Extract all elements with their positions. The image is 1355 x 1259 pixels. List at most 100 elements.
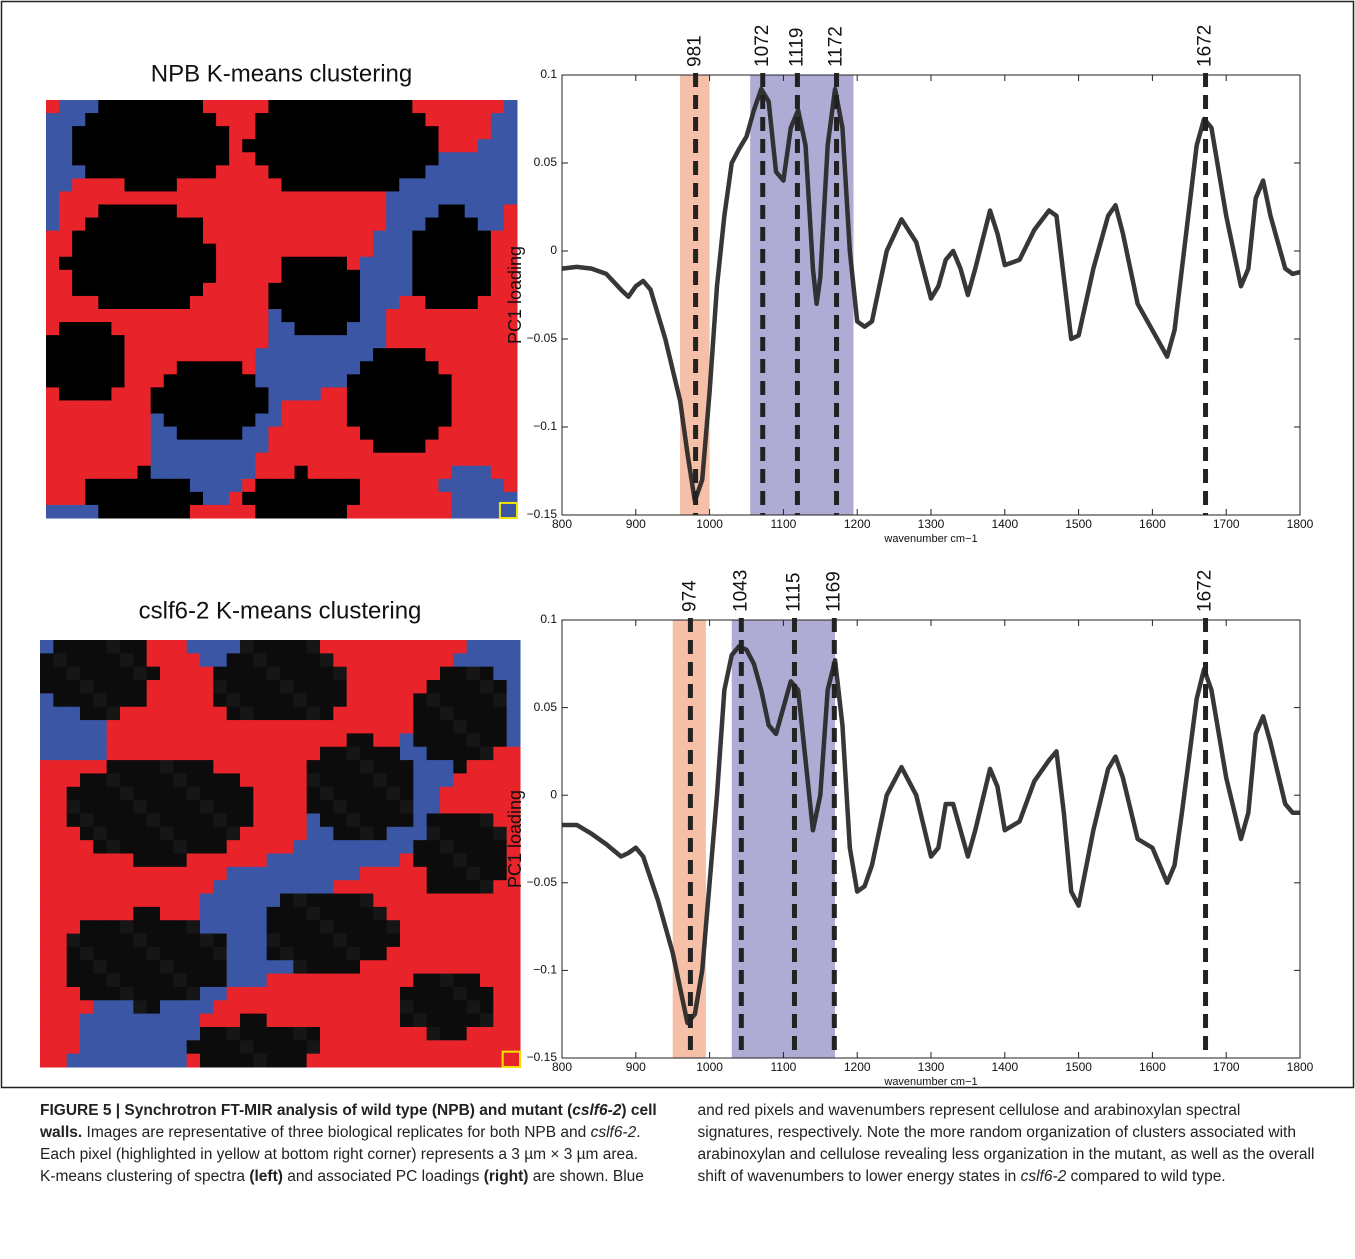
pixel — [281, 269, 296, 284]
pixel — [213, 746, 228, 761]
pixel — [213, 680, 228, 694]
pixel — [72, 400, 86, 414]
pixel — [93, 1053, 108, 1068]
pixel — [466, 840, 481, 854]
pixel — [346, 295, 361, 310]
pixel — [506, 960, 521, 975]
pixel — [333, 733, 348, 748]
pixel — [453, 960, 468, 975]
pixel — [451, 348, 466, 362]
pixel — [333, 800, 348, 814]
pixel — [281, 295, 296, 310]
pixel — [40, 653, 54, 668]
pixel — [46, 165, 60, 179]
pixel — [189, 322, 204, 336]
pixel — [373, 640, 388, 654]
pixel — [360, 426, 374, 441]
pixel — [189, 387, 204, 401]
pixel — [85, 282, 99, 297]
pixel — [413, 933, 428, 948]
pixel — [85, 452, 99, 467]
pixel — [111, 504, 125, 519]
pixel — [480, 1053, 494, 1068]
pixel — [137, 322, 152, 336]
pixel — [333, 322, 348, 336]
pixel — [150, 269, 165, 284]
pixel — [333, 653, 348, 668]
pixel — [66, 826, 81, 841]
pixel — [242, 113, 256, 127]
pixel — [426, 1040, 441, 1055]
pixel — [346, 387, 361, 401]
pixel — [216, 387, 230, 401]
pixel — [200, 693, 214, 708]
pixel — [490, 126, 505, 140]
pixel — [186, 693, 201, 708]
pixel — [451, 504, 466, 519]
pixel — [176, 413, 191, 428]
pixel — [46, 361, 60, 375]
pixel — [399, 230, 413, 245]
pixel — [412, 113, 426, 127]
pixel — [80, 653, 94, 668]
pixel — [425, 217, 439, 232]
pixel — [490, 335, 505, 349]
pixel — [425, 504, 439, 519]
pixel — [173, 800, 188, 814]
pixel — [425, 204, 439, 219]
pixel — [426, 933, 441, 948]
pixel — [266, 640, 281, 654]
pixel — [59, 400, 73, 414]
pixel — [85, 348, 99, 362]
pixel — [503, 439, 518, 454]
pixel — [146, 986, 161, 1001]
pixel — [93, 773, 108, 788]
pixel — [59, 465, 73, 480]
pixel — [98, 387, 112, 401]
pixel — [451, 256, 466, 271]
pixel — [203, 191, 217, 205]
pixel — [120, 1040, 134, 1055]
pixel — [229, 374, 243, 388]
pixel — [307, 361, 322, 375]
pixel — [72, 361, 86, 375]
pixel — [200, 906, 214, 921]
pixel — [503, 452, 518, 467]
pixel — [213, 760, 228, 774]
pixel — [176, 152, 191, 166]
pixel — [412, 504, 426, 519]
pixel — [386, 960, 401, 975]
pixel — [124, 282, 139, 297]
pixel — [477, 426, 492, 441]
peak-label: 1043 — [730, 570, 751, 612]
pixel — [216, 217, 230, 232]
pixel — [133, 773, 148, 788]
pixel — [40, 1040, 54, 1055]
pixel — [306, 1000, 321, 1015]
pixel — [46, 113, 60, 127]
pixel — [320, 139, 335, 153]
pixel — [255, 374, 269, 388]
pixel — [280, 920, 294, 935]
pixel — [386, 322, 400, 336]
pixel — [255, 426, 269, 441]
x-tick-label: 1500 — [1065, 517, 1092, 531]
pixel — [480, 946, 494, 961]
pixel — [189, 243, 204, 258]
pixel — [146, 893, 161, 908]
pixel — [240, 666, 254, 681]
pixel — [320, 1053, 334, 1068]
pixel — [333, 243, 348, 258]
pixel — [186, 1000, 201, 1015]
pixel — [106, 800, 121, 814]
pixel — [320, 866, 334, 881]
pixel — [333, 504, 348, 519]
pixel — [373, 452, 387, 467]
pixel — [200, 1013, 214, 1028]
pixel — [464, 413, 479, 428]
pixel — [294, 191, 309, 205]
pixel — [346, 217, 361, 232]
pixel — [72, 178, 86, 192]
pixel — [320, 746, 334, 761]
pixel — [503, 426, 518, 441]
